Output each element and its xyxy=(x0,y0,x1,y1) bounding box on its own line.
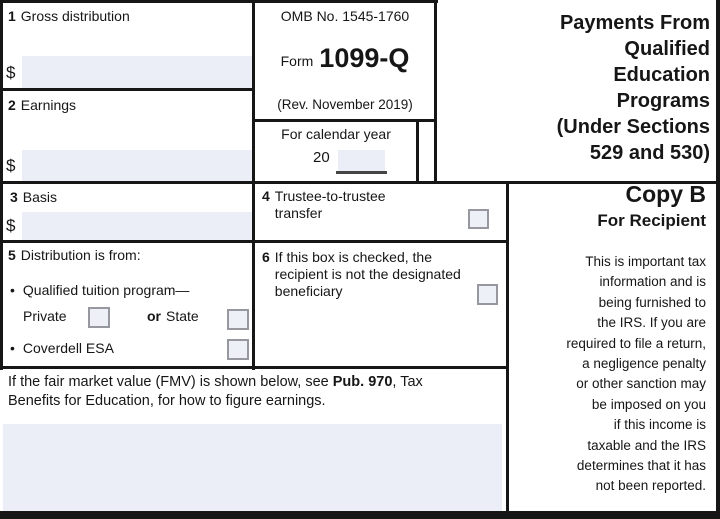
box2-label-text: Earnings xyxy=(20,97,77,113)
section-divider-line xyxy=(0,181,720,184)
calendar-year-underline xyxy=(336,171,387,174)
box5-number: 5 xyxy=(8,247,16,263)
copyb-left-line xyxy=(506,181,509,513)
fmv-note-pub: Pub. 970 xyxy=(332,374,393,390)
box5-label: 5 Distribution is from: xyxy=(8,248,141,263)
top-border-line xyxy=(0,0,438,3)
box3-label-text: Basis xyxy=(22,189,58,205)
box2-dollar-sign: $ xyxy=(6,156,16,175)
box5-option1: • Qualified tuition program— xyxy=(10,283,189,298)
box2-label: 2 Earnings xyxy=(8,98,76,113)
box2-number: 2 xyxy=(8,97,16,113)
copy-b-label: Copy B xyxy=(625,181,707,207)
fmv-input[interactable] xyxy=(3,424,502,511)
fmv-note-part2: , Tax Benefits for Education, for how to… xyxy=(8,374,423,409)
for-recipient-label: For Recipient xyxy=(597,211,706,230)
box5-option2: • Coverdell ESA xyxy=(10,341,114,356)
bullet-icon: • xyxy=(10,340,15,356)
box2-amount-input[interactable] xyxy=(22,150,252,181)
not-beneficiary-checkbox[interactable] xyxy=(477,284,498,305)
right-border-line xyxy=(716,0,720,513)
fmv-note-part1: If the fair market value (FMV) is shown … xyxy=(8,374,333,390)
box1-label-text: Gross distribution xyxy=(20,8,130,24)
bottom-bar xyxy=(0,511,720,519)
box5-label-text: Distribution is from: xyxy=(20,247,141,263)
calendar-year-label: For calendar year xyxy=(281,126,391,142)
form-number-row: Form 1099-Q xyxy=(255,45,435,72)
box5-bottom-line xyxy=(0,366,509,369)
or-label: or xyxy=(147,308,161,324)
calendar-year-input[interactable] xyxy=(338,150,385,171)
form-number: 1099-Q xyxy=(319,43,410,73)
row3-divider-line xyxy=(0,240,509,243)
box3-dollar-sign: $ xyxy=(6,216,16,235)
state-checkbox[interactable] xyxy=(227,309,249,330)
omb-box-bottom-line xyxy=(252,119,437,122)
state-label: State xyxy=(166,308,199,324)
form-title: Payments From Qualified Education Programs(… xyxy=(556,12,710,164)
row1-divider-line xyxy=(0,88,255,91)
coverdell-checkbox[interactable] xyxy=(227,339,249,360)
box1-dollar-sign: $ xyxy=(6,63,16,82)
box3-number: 3 xyxy=(10,189,18,205)
revision-date: (Rev. November 2019) xyxy=(277,97,413,112)
box5-option2-text: Coverdell ESA xyxy=(22,340,114,356)
recipient-notice: This is important tax information and is b… xyxy=(566,254,706,494)
box4-number: 4 xyxy=(262,188,270,204)
box1-amount-input[interactable] xyxy=(22,56,252,88)
box5-or-state-label: or State xyxy=(147,309,199,324)
box3-label: 3 Basis xyxy=(10,190,57,205)
omb-box-right-line xyxy=(434,0,437,184)
box5-private-label: Private xyxy=(23,308,67,324)
calendar-box-right-line xyxy=(416,119,419,184)
box4-label-text: Trustee-to-trustee transfer xyxy=(274,188,386,221)
fmv-note: If the fair market value (FMV) is shown … xyxy=(8,373,453,410)
private-checkbox[interactable] xyxy=(88,307,110,328)
trustee-transfer-checkbox[interactable] xyxy=(468,209,489,229)
left-border-line xyxy=(0,0,3,370)
box1-label: 1 Gross distribution xyxy=(8,9,130,24)
box5-option1-text: Qualified tuition program— xyxy=(22,282,190,298)
form-word: Form xyxy=(280,53,314,69)
box4-label: 4 Trustee-to-trustee transfer xyxy=(262,188,420,222)
box6-number: 6 xyxy=(262,249,270,265)
bullet-icon: • xyxy=(10,282,15,298)
box1-number: 1 xyxy=(8,8,16,24)
calendar-year-prefix: 20 xyxy=(313,149,330,166)
box6-label: 6 If this box is checked, the recipient … xyxy=(262,249,465,300)
box3-amount-input[interactable] xyxy=(22,212,252,240)
column-divider-line xyxy=(252,0,255,370)
box6-label-text: If this box is checked, the recipient is… xyxy=(274,249,461,299)
omb-number: OMB No. 1545-1760 xyxy=(280,8,410,24)
